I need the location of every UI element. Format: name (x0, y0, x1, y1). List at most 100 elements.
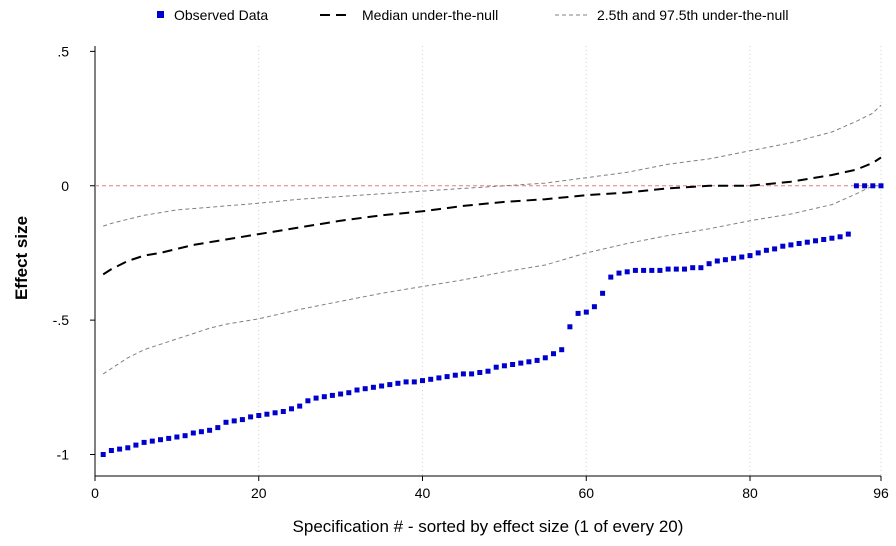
observed-point (821, 237, 827, 242)
x-axis-title: Specification # - sorted by effect size … (293, 517, 684, 536)
observed-point (223, 419, 229, 425)
observed-point (158, 437, 163, 443)
observed-point (166, 435, 172, 441)
observed-point (706, 261, 712, 267)
y-tick-label-3: .5 (57, 43, 69, 59)
observed-point (469, 371, 475, 377)
observed-point (657, 267, 663, 273)
observed-point (133, 442, 139, 448)
legend-median-label: Median under-the-null (362, 7, 498, 23)
observed-point (379, 383, 385, 389)
observed-point (591, 304, 597, 310)
observed-point (338, 391, 344, 397)
observed-point (387, 382, 393, 388)
observed-point (829, 235, 835, 241)
observed-point (125, 445, 131, 451)
y-tick-label-1: -.5 (53, 312, 70, 328)
x-tick-label-5: 96 (873, 485, 889, 501)
observed-point (862, 183, 868, 189)
observed-point (485, 368, 491, 374)
legend-band-label: 2.5th and 97.5th under-the-null (597, 7, 788, 23)
legend: Observed Data Median under-the-null 2.5t… (157, 7, 788, 23)
observed-point (870, 183, 876, 189)
observed-point (264, 411, 270, 417)
observed-point (248, 414, 254, 420)
observed-point (436, 375, 442, 381)
observed-point (583, 309, 589, 315)
observed-point (600, 290, 606, 296)
lower-band-line (102, 185, 881, 375)
x-tick-label-1: 20 (251, 485, 267, 501)
observed-point (117, 446, 123, 452)
series (95, 104, 884, 457)
y-axis-title: Effect size (12, 216, 31, 300)
observed-point (510, 362, 516, 367)
observed-point (551, 351, 556, 357)
observed-point (321, 394, 327, 400)
observed-point (174, 434, 180, 440)
observed-point (182, 433, 188, 439)
observed-point (804, 239, 810, 245)
observed-point (256, 413, 262, 418)
observed-point (313, 395, 319, 401)
observed-point (616, 270, 622, 276)
observed-point (149, 438, 155, 444)
observed-point (444, 374, 450, 380)
observed-point (100, 452, 106, 457)
observed-point (452, 372, 458, 378)
observed-point (796, 241, 802, 246)
observed-point (673, 266, 679, 272)
observed-point (665, 266, 671, 272)
observed-point (690, 265, 696, 271)
observed-point (141, 439, 147, 445)
x-tick-label-3: 60 (578, 485, 594, 501)
observed-point (878, 183, 884, 189)
observed-point (624, 269, 630, 275)
observed-point (198, 429, 204, 435)
observed-point (534, 357, 540, 363)
observed-point (739, 254, 745, 260)
observed-point (395, 380, 401, 386)
observed-point (845, 231, 851, 237)
observed-point (813, 238, 818, 244)
observed-point (354, 387, 360, 393)
observed-point (280, 409, 286, 414)
observed-point (239, 417, 245, 423)
observed-point (190, 430, 196, 436)
y-tick-label-0: -1 (57, 447, 70, 463)
observed-point (207, 427, 213, 433)
observed-point (542, 355, 548, 361)
legend-observed-label: Observed Data (174, 7, 268, 23)
observed-point (526, 359, 532, 365)
observed-point (722, 257, 728, 263)
observed-point (731, 255, 737, 261)
observed-point (420, 378, 425, 384)
observed-point (289, 406, 294, 412)
axes: -1 -.5 0 .5 0 20 40 60 80 96 (53, 43, 889, 501)
observed-point (780, 243, 786, 249)
observed-point (231, 418, 237, 424)
observed-point (755, 250, 761, 256)
observed-point (108, 448, 114, 453)
observed-point (714, 258, 720, 264)
observed-point (493, 364, 499, 370)
observed-point (608, 274, 614, 280)
y-tick-label-2: 0 (61, 178, 69, 194)
observed-point (370, 384, 376, 390)
x-tick-label-0: 0 (91, 485, 99, 501)
observed-point (215, 425, 221, 431)
observed-point (411, 379, 417, 385)
observed-point (649, 267, 655, 273)
observed-point (682, 266, 687, 272)
observed-point (272, 410, 278, 416)
observed-point (567, 324, 573, 330)
observed-point (518, 360, 524, 366)
observed-point (403, 379, 409, 385)
observed-point (747, 253, 753, 259)
observed-point (559, 347, 565, 353)
observed-point (763, 247, 769, 253)
legend-observed-marker (157, 11, 164, 18)
upper-band-line (103, 104, 882, 227)
